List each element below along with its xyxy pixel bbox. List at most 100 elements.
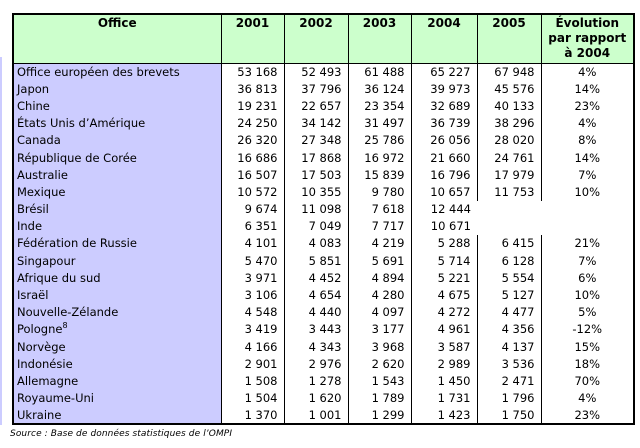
value-cell-2003: 25 786 bbox=[347, 131, 411, 149]
table-row: États Unis d’Amérique 24 250 34 142 31 497 3… bbox=[13, 114, 634, 132]
value-cell-2003: 4 219 bbox=[347, 234, 411, 253]
value-cell-2004: 1 423 bbox=[410, 406, 477, 424]
office-cell: Ukraine bbox=[13, 406, 221, 424]
office-cell: Norvège bbox=[13, 338, 221, 356]
evolution-cell: 23% bbox=[540, 97, 634, 115]
value-cell-2005: 3 536 bbox=[476, 355, 541, 373]
evolution-cell: 10% bbox=[540, 286, 634, 304]
value-cell-2001: 9 674 bbox=[220, 200, 284, 218]
column-header-office: Office bbox=[13, 14, 221, 64]
value-cell-2005: 1 750 bbox=[476, 406, 541, 424]
value-cell-2004: 4 272 bbox=[410, 303, 477, 321]
office-cell: Royaume-Uni bbox=[13, 389, 221, 407]
value-cell-2001: 36 813 bbox=[220, 80, 284, 98]
value-cell-2001: 24 250 bbox=[220, 114, 284, 132]
value-cell-2005: 24 761 bbox=[476, 148, 541, 167]
table-row: Brésil 9 674 11 098 7 618 12 444 bbox=[13, 200, 634, 218]
evolution-cell bbox=[541, 218, 634, 235]
value-cell-2004: 5 288 bbox=[410, 234, 477, 253]
value-cell-2002: 3 443 bbox=[283, 320, 348, 338]
evolution-cell: 70% bbox=[540, 372, 634, 390]
office-cell: Allemagne bbox=[13, 372, 221, 390]
value-cell-2005 bbox=[477, 218, 541, 235]
table-row: Inde 6 351 7 049 7 717 10 671 bbox=[13, 217, 634, 235]
value-cell-2001: 5 470 bbox=[220, 252, 284, 270]
value-cell-2002: 17 503 bbox=[283, 166, 348, 184]
value-cell-2005: 40 133 bbox=[476, 97, 541, 115]
value-cell-2002: 4 083 bbox=[283, 234, 348, 253]
value-cell-2002: 1 620 bbox=[283, 389, 348, 407]
office-cell: République de Corée bbox=[13, 148, 221, 167]
value-cell-2002: 10 355 bbox=[283, 183, 348, 201]
value-cell-2001: 1 370 bbox=[220, 406, 284, 424]
value-cell-2005: 17 979 bbox=[476, 166, 541, 184]
value-cell-2004: 1 450 bbox=[410, 372, 477, 390]
value-cell-2003: 16 972 bbox=[347, 148, 411, 167]
office-cell: Inde bbox=[13, 217, 221, 235]
value-cell-2004: 65 227 bbox=[410, 63, 477, 81]
value-cell-2001: 3 971 bbox=[220, 269, 284, 287]
column-header-year-2002: 2002 bbox=[283, 14, 348, 64]
value-cell-2003: 61 488 bbox=[347, 63, 411, 81]
office-cell: Fédération de Russie bbox=[13, 234, 221, 253]
evolution-cell: 23% bbox=[540, 406, 634, 424]
source-note: Source : Base de données statistiques de… bbox=[10, 429, 233, 439]
column-header-evolution: Évolution par rapport à 2004 bbox=[540, 14, 634, 64]
office-cell: Pologne8 bbox=[13, 320, 221, 338]
value-cell-2002: 5 851 bbox=[283, 252, 348, 270]
value-cell-2001: 2 901 bbox=[220, 355, 284, 373]
value-cell-2004: 21 660 bbox=[410, 148, 477, 167]
value-cell-2003: 2 620 bbox=[347, 355, 411, 373]
value-cell-2005 bbox=[477, 201, 541, 218]
value-cell-2004: 12 444 bbox=[410, 200, 477, 218]
value-cell-2002: 7 049 bbox=[283, 217, 348, 235]
office-cell: Mexique bbox=[13, 183, 221, 201]
value-cell-2002: 17 868 bbox=[283, 148, 348, 167]
value-cell-2005: 1 796 bbox=[476, 389, 541, 407]
patent-filings-table: Office 2001 2002 2003 2004 2005 Évolution par r… bbox=[12, 13, 635, 425]
value-cell-2005: 11 753 bbox=[476, 183, 541, 201]
office-cell: Nouvelle-Zélande bbox=[13, 303, 221, 321]
evolution-cell: 7% bbox=[540, 252, 634, 270]
value-cell-2005: 2 471 bbox=[476, 372, 541, 390]
value-cell-2001: 26 320 bbox=[220, 131, 284, 149]
table-row: Japon 36 813 37 796 36 124 39 973 45 576 14% bbox=[13, 80, 634, 98]
table-row: Mexique 10 572 10 355 9 780 10 657 11 753 10% bbox=[13, 183, 634, 201]
evolution-cell: 10% bbox=[540, 183, 634, 201]
header-row: Office 2001 2002 2003 2004 2005 Évolution par r… bbox=[13, 14, 634, 64]
value-cell-2001: 3 106 bbox=[220, 286, 284, 304]
table-row: Royaume-Uni 1 504 1 620 1 789 1 731 1 796 4% bbox=[13, 389, 634, 407]
value-cell-2002: 4 654 bbox=[283, 286, 348, 304]
table-row: Australie 16 507 17 503 15 839 16 796 17 979 7… bbox=[13, 166, 634, 184]
value-cell-2001: 53 168 bbox=[220, 63, 284, 81]
value-cell-2002: 37 796 bbox=[283, 80, 348, 98]
value-cell-2005: 67 948 bbox=[476, 63, 541, 81]
value-cell-2001: 19 231 bbox=[220, 97, 284, 115]
value-cell-2002: 4 452 bbox=[283, 269, 348, 287]
value-cell-2005: 4 356 bbox=[476, 320, 541, 338]
table-row: Norvège 4 166 4 343 3 968 3 587 4 137 15% bbox=[13, 338, 634, 356]
value-cell-2001: 10 572 bbox=[220, 183, 284, 201]
value-cell-2002: 34 142 bbox=[283, 114, 348, 132]
office-cell: Australie bbox=[13, 166, 221, 184]
office-cell: Office européen des brevets bbox=[13, 63, 221, 81]
value-cell-2004: 10 671 bbox=[410, 217, 477, 235]
value-cell-2003: 23 354 bbox=[347, 97, 411, 115]
value-cell-2004: 32 689 bbox=[410, 97, 477, 115]
value-cell-2001: 4 166 bbox=[220, 338, 284, 356]
value-cell-2003: 4 280 bbox=[347, 286, 411, 304]
evolution-cell: 14% bbox=[540, 148, 634, 167]
value-cell-2003: 9 780 bbox=[347, 183, 411, 201]
value-cell-2002: 1 278 bbox=[283, 372, 348, 390]
value-cell-2005: 28 020 bbox=[476, 131, 541, 149]
table-row: Afrique du sud 3 971 4 452 4 894 5 221 5 554 6… bbox=[13, 269, 634, 287]
value-cell-2002: 2 976 bbox=[283, 355, 348, 373]
office-cell: Israël bbox=[13, 286, 221, 304]
evolution-cell: 4% bbox=[540, 389, 634, 407]
value-cell-2004: 39 973 bbox=[410, 80, 477, 98]
table-row: Singapour 5 470 5 851 5 691 5 714 6 128 7% bbox=[13, 252, 634, 270]
value-cell-2004: 4 961 bbox=[410, 320, 477, 338]
value-cell-2001: 4 101 bbox=[220, 234, 284, 253]
value-cell-2003: 3 177 bbox=[347, 320, 411, 338]
table-row: Chine 19 231 22 657 23 354 32 689 40 133 23% bbox=[13, 97, 634, 115]
